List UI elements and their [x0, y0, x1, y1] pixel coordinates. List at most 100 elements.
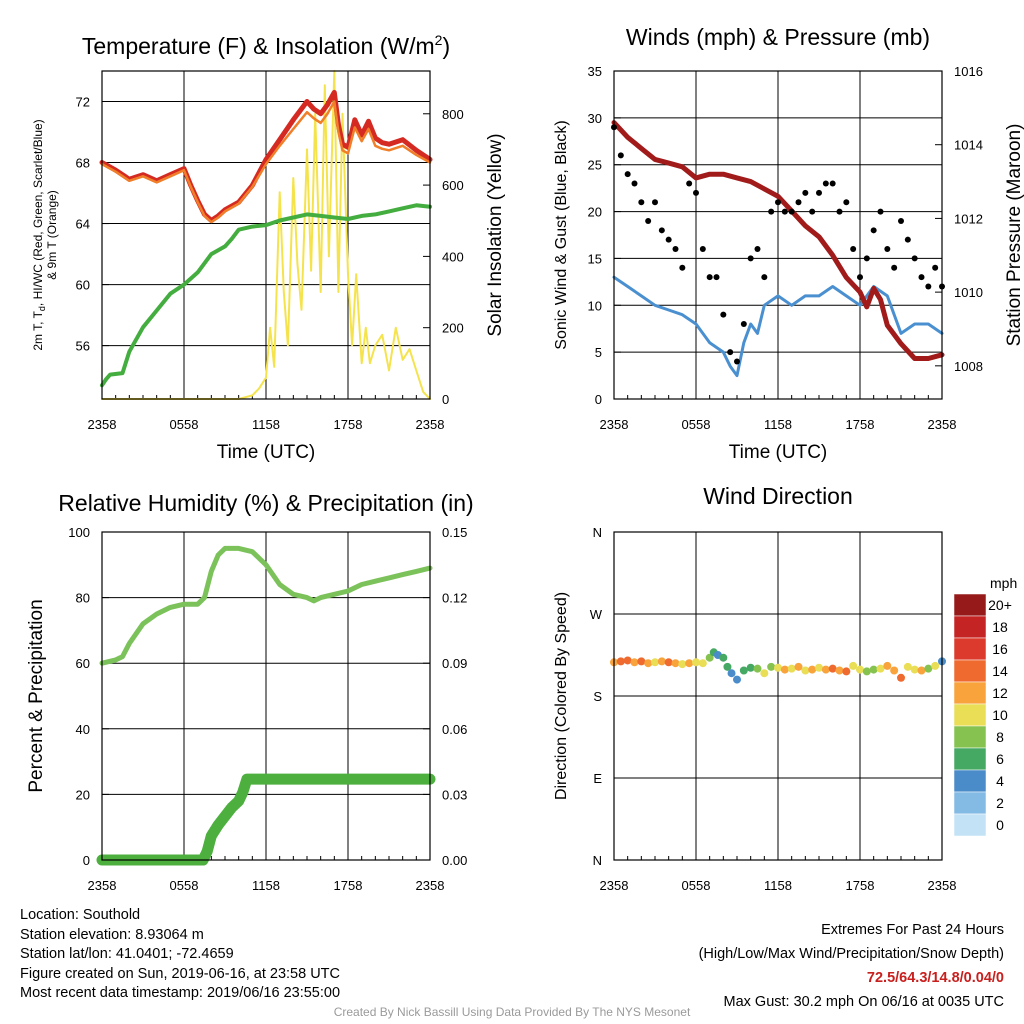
humidity-line	[99, 545, 433, 666]
direction-point	[664, 658, 673, 667]
wind-ytick-label-right: 1012	[954, 211, 983, 226]
wind-ytick-label-left: 35	[588, 64, 602, 79]
recent-text: Most recent data timestamp: 2019/06/16 2…	[20, 985, 341, 1001]
humidity-ytick-label-right: 0.15	[442, 525, 467, 540]
gust-point	[925, 283, 932, 290]
direction-ytick-label-left: S	[593, 689, 602, 704]
pressure-ylabel: Station Pressure (Maroon)	[1004, 124, 1024, 347]
temperature-ytick-label-left: 64	[76, 217, 90, 232]
direction-ytick-label-left: E	[593, 771, 602, 786]
direction-point	[739, 666, 748, 675]
colorbar-label: 14	[992, 663, 1008, 679]
wind-ytick-label-left: 30	[588, 111, 602, 126]
wind-ytick-label-left: 5	[595, 345, 602, 360]
humidity-xtick-label: 2358	[88, 878, 117, 893]
colorbar-label: 12	[992, 685, 1008, 701]
temperature-ytick-label-right: 600	[442, 178, 464, 193]
temperature-panel: Temperature (F) & Insolation (W/m2) 2m T…	[31, 32, 506, 463]
temperature-ytick-label-left: 72	[76, 95, 90, 110]
direction-point	[842, 667, 851, 676]
colorbar-swatch	[953, 615, 987, 639]
gust-point	[631, 180, 638, 187]
direction-point	[678, 660, 687, 669]
humidity-xtick-label: 2358	[416, 878, 445, 893]
gust-point	[857, 274, 863, 281]
wind-ytick-label-right: 1016	[954, 64, 983, 79]
wind-panel: Winds (mph) & Pressure (mb) Sonic Wind &…	[553, 24, 1024, 463]
direction-point	[849, 661, 858, 670]
humidity-ytick-label-right: 0.00	[442, 853, 467, 868]
colorbar-label: 0	[996, 817, 1004, 833]
wind-xtick-label: 1758	[846, 417, 875, 432]
temperature-plot-border	[101, 70, 431, 400]
direction-point	[727, 669, 736, 678]
gust-point	[911, 255, 918, 262]
direction-point	[644, 659, 653, 668]
colorbar-swatch	[953, 747, 987, 771]
colorbar-swatch	[953, 791, 987, 815]
wind-ytick-label-right: 1014	[954, 138, 983, 153]
direction-ylabel: Direction (Colored By Speed)	[553, 592, 570, 800]
humidity-ytick-label-left: 0	[83, 853, 90, 868]
wind-ytick-label-right: 1008	[954, 359, 983, 374]
gust-point	[754, 246, 761, 253]
colorbar-swatch	[953, 769, 987, 793]
direction-point	[623, 656, 632, 665]
gust-point	[822, 180, 829, 187]
created-text: Figure created on Sun, 2019-06-16, at 23…	[20, 965, 340, 982]
gust-point	[788, 208, 795, 215]
direction-xtick-label: 1758	[846, 878, 875, 893]
direction-point	[883, 661, 892, 670]
direction-point	[671, 659, 680, 668]
direction-point	[897, 673, 905, 682]
temperature-ylabel-line1: 2m T, Td, HI/WC (Red, Green, Scarlet/Blu…	[31, 119, 47, 350]
direction-ytick-label-left: N	[593, 853, 602, 868]
gust-point	[795, 199, 802, 206]
temperature-ytick-label-left: 68	[76, 156, 90, 171]
wind-xtick-label: 2358	[600, 417, 629, 432]
gust-point	[617, 152, 624, 159]
direction-point	[774, 663, 782, 672]
humidity-ytick-label-right: 0.03	[442, 787, 467, 802]
gust-point	[638, 199, 645, 206]
gust-point	[863, 255, 870, 262]
gust-point	[884, 246, 891, 253]
temperature-xlabel: Time (UTC)	[217, 442, 316, 463]
extremes-legend: (High/Low/Max Wind/Precipitation/Snow De…	[698, 946, 1004, 962]
wind-xtick-label: 2358	[928, 417, 957, 432]
gust-point	[747, 255, 754, 262]
colorbar-swatch	[953, 725, 987, 749]
humidity-ytick-label-left: 80	[76, 591, 90, 606]
colorbar-swatch	[953, 681, 987, 705]
humidity-xtick-label: 0558	[170, 878, 199, 893]
gust-point	[775, 199, 781, 206]
gust-point	[843, 199, 850, 206]
gust-point	[672, 246, 679, 253]
direction-point	[917, 666, 926, 675]
colorbar-label: 2	[996, 795, 1004, 811]
direction-title: Wind Direction	[703, 483, 853, 509]
direction-point	[869, 665, 878, 674]
gust-point	[658, 227, 665, 234]
humidity-plot-border	[101, 531, 431, 861]
gust-point	[686, 180, 693, 187]
gust-point	[904, 236, 911, 243]
colorbar-label: 16	[992, 641, 1008, 657]
direction-point	[753, 664, 762, 673]
direction-point	[787, 664, 796, 673]
wind-xlabel: Time (UTC)	[729, 442, 828, 463]
direction-point	[760, 669, 769, 678]
direction-point	[733, 675, 741, 684]
colorbar-label: 20+	[988, 597, 1012, 613]
extremes-title: Extremes For Past 24 Hours	[821, 922, 1004, 938]
direction-point	[780, 665, 789, 674]
gust-point	[727, 349, 734, 356]
temperature-xtick-label: 0558	[170, 417, 199, 432]
direction-point	[801, 666, 810, 675]
gust-point	[761, 274, 768, 281]
gust-point	[816, 189, 822, 196]
gust-point	[720, 311, 727, 318]
gust-point	[699, 246, 706, 253]
direction-point	[723, 662, 732, 671]
temperature-line	[99, 89, 433, 223]
